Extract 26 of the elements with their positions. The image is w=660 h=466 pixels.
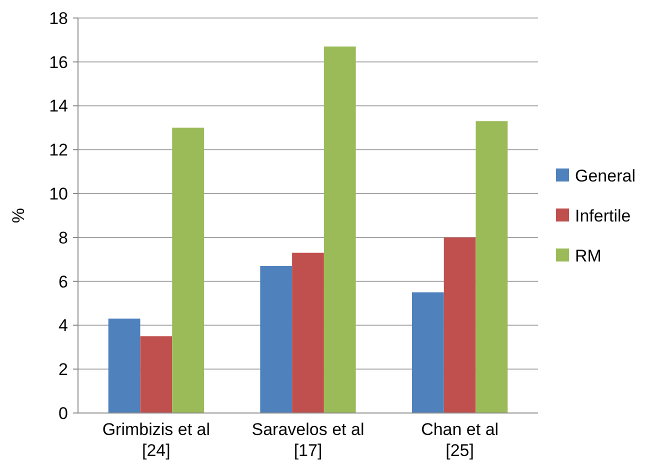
- y-axis-title: %: [9, 208, 28, 224]
- bar: [140, 336, 172, 413]
- bar: [172, 128, 204, 413]
- bar: [260, 266, 292, 413]
- y-tick-label: 8: [58, 228, 68, 248]
- y-tick-label: 6: [58, 272, 68, 292]
- x-tick-label: Grimbizis et al [24]: [102, 420, 210, 460]
- y-tick-label: 16: [49, 52, 68, 72]
- bar: [108, 318, 140, 413]
- bar: [292, 252, 324, 413]
- y-tick-label: 18: [49, 8, 68, 28]
- y-tick-label: 14: [49, 96, 68, 116]
- y-tick-label: 0: [58, 404, 68, 423]
- bar: [444, 237, 476, 413]
- bar: [412, 292, 444, 413]
- legend-label: Infertile: [575, 206, 631, 226]
- bar: [476, 121, 508, 413]
- y-tick-label: 12: [49, 140, 68, 160]
- legend-label: RM: [575, 246, 602, 266]
- legend-label: General: [575, 166, 636, 186]
- bar: [324, 46, 356, 413]
- y-tick-label: 4: [58, 316, 68, 336]
- x-tick-label: Chan et al [25]: [421, 420, 499, 460]
- y-tick-label: 2: [58, 360, 68, 380]
- x-tick-label: Saravelos et al [17]: [252, 420, 364, 460]
- y-tick-label: 10: [49, 184, 68, 204]
